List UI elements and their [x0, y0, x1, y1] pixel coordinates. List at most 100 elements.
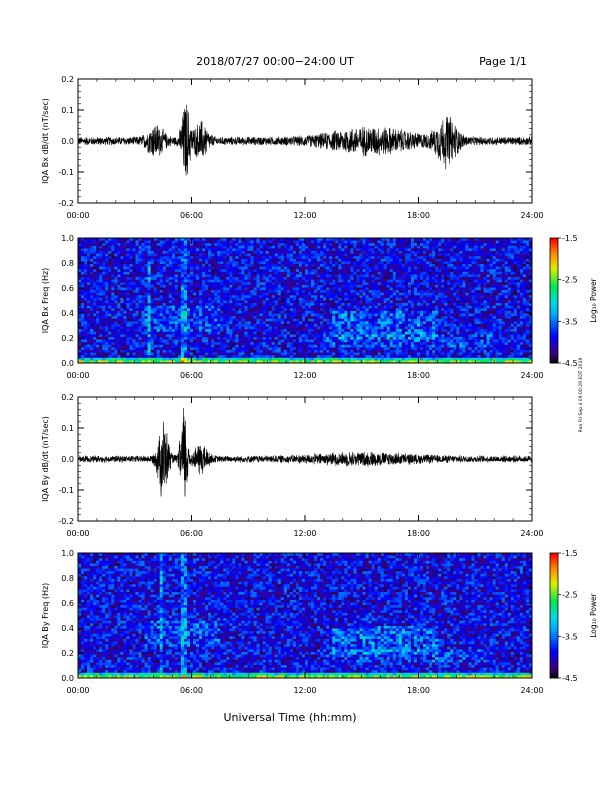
colorbar-swatch: [550, 665, 558, 668]
y-tick-label: -0.2: [58, 517, 74, 526]
y-tick-label: 0.0: [61, 359, 74, 368]
colorbar-swatch: [550, 329, 558, 333]
bx-spectrogram-panel: -1.5 -2.5 -3.5 -4.5 Log₁₀ Power 00:00 06:00 12:…: [41, 234, 598, 380]
y-tick-label: 0.2: [61, 75, 74, 84]
colorbar-swatch: [550, 342, 558, 345]
x-tick-label: 12:00: [293, 211, 316, 220]
colorbar-swatch: [550, 586, 558, 589]
colorbar-swatch: [550, 321, 558, 324]
y-tick-label: 0.1: [61, 424, 74, 433]
colorbar-swatch: [550, 319, 558, 322]
colorbar-swatch: [550, 325, 558, 328]
colorbar-tick-label: -3.5: [562, 317, 578, 326]
colorbar-swatch: [550, 613, 558, 616]
colorbar-tick-label: -4.5: [562, 359, 578, 368]
y-tick-label: 0.0: [61, 455, 74, 464]
colorbar-swatch: [550, 657, 558, 660]
colorbar-swatch: [550, 317, 558, 320]
colorbar-swatch: [550, 308, 558, 312]
colorbar-swatch: [550, 246, 558, 249]
y-tick-label: 0.0: [61, 674, 74, 683]
x-tick-label: 24:00: [520, 686, 543, 695]
colorbar-swatch: [550, 603, 558, 606]
spectrogram-cells: [78, 238, 533, 364]
x-tick-label: 12:00: [293, 371, 316, 380]
spectrogram-cells: [78, 553, 533, 679]
colorbar-swatch: [550, 563, 558, 566]
colorbar-swatch: [550, 327, 558, 331]
colorbar: -1.5 -2.5 -3.5 -4.5 Log₁₀ Power: [549, 549, 598, 683]
x-tick-label: 18:00: [407, 371, 430, 380]
series-line: [77, 104, 533, 176]
colorbar-tick-label: -1.5: [562, 549, 578, 558]
colorbar-swatch: [550, 281, 558, 285]
colorbar-swatch: [550, 634, 558, 637]
colorbar-swatch: [550, 623, 558, 627]
colorbar-swatch: [550, 360, 558, 364]
colorbar-swatch: [550, 263, 558, 266]
colorbar-swatch: [550, 267, 558, 270]
colorbar-swatch: [550, 590, 558, 593]
colorbar-swatch: [550, 285, 558, 289]
colorbar-swatch: [550, 673, 558, 677]
colorbar-swatch: [550, 638, 558, 641]
colorbar-swatch: [550, 277, 558, 281]
colorbar-swatch: [550, 242, 558, 245]
colorbar-swatch: [550, 557, 558, 560]
colorbar-swatch: [550, 600, 558, 604]
colorbar-swatch: [550, 632, 558, 635]
y-tick-label: 0.4: [61, 309, 74, 318]
colorbar-swatch: [550, 323, 558, 326]
colorbar-swatch: [550, 584, 558, 587]
colorbar-swatch: [550, 344, 558, 347]
colorbar-swatch: [550, 240, 558, 243]
colorbar-swatch: [550, 555, 558, 558]
colorbar-tick-label: -2.5: [562, 276, 578, 285]
colorbar-swatch: [550, 273, 558, 276]
colorbar-swatch: [550, 358, 558, 362]
colorbar-swatch: [550, 331, 558, 335]
colorbar-swatch: [550, 644, 558, 648]
colorbar-swatch: [550, 655, 558, 658]
colorbar-swatch: [550, 244, 558, 247]
y-tick-label: 0.6: [61, 599, 74, 608]
colorbar-swatch: [550, 248, 558, 251]
colorbar-swatch: [550, 571, 558, 575]
colorbar-swatch: [550, 617, 558, 621]
colorbar-swatch: [550, 265, 558, 268]
colorbar-swatch: [550, 588, 558, 591]
colorbar-label: Log₁₀ Power: [589, 592, 598, 637]
colorbar-swatch: [550, 313, 558, 316]
colorbar: -1.5 -2.5 -3.5 -4.5 Log₁₀ Power: [549, 234, 598, 368]
colorbar-swatch: [550, 653, 558, 656]
colorbar-swatch: [550, 296, 558, 299]
y-tick-label: 0.2: [61, 334, 74, 343]
colorbar-swatch: [550, 605, 558, 608]
by-dbdt-panel: 00:00 06:00 12:00 18:00 24:00 0.2 0.1 0.0 -0.1 -0…: [41, 393, 544, 538]
colorbar-swatch: [550, 650, 558, 654]
colorbar-swatch: [550, 300, 558, 303]
colorbar-swatch: [550, 333, 558, 337]
run-timestamp: Ran Fri Sep 4 09:00:29 EDT 2019: [578, 358, 584, 433]
colorbar-frame: [549, 552, 559, 679]
colorbar-swatch: [550, 304, 558, 308]
y-tick-label: 0.0: [61, 137, 74, 146]
colorbar-swatch: [550, 596, 558, 600]
x-tick-label: 06:00: [180, 371, 203, 380]
colorbar-swatch: [550, 306, 558, 310]
y-tick-label: 0.6: [61, 284, 74, 293]
x-tick-label: 18:00: [407, 529, 430, 538]
colorbar-swatch: [550, 348, 558, 351]
colorbar-swatch: [550, 292, 558, 295]
colorbar-swatch: [550, 553, 558, 556]
colorbar-swatch: [550, 611, 558, 614]
colorbar-swatch: [550, 258, 558, 262]
colorbar-swatch: [550, 580, 558, 583]
colorbar-swatch: [550, 573, 558, 577]
colorbar-swatch: [550, 594, 558, 598]
colorbar-swatch: [550, 260, 558, 264]
colorbar-swatch: [550, 340, 558, 343]
colorbar-swatch: [550, 671, 558, 675]
colorbar-swatch: [550, 663, 558, 666]
